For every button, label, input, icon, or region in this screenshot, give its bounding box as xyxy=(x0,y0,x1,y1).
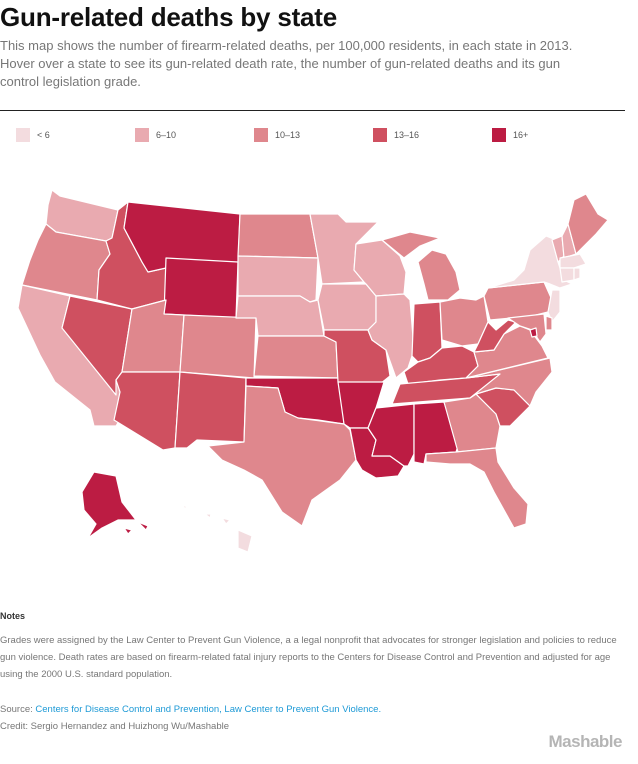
state-NM[interactable] xyxy=(174,371,247,449)
legend-item-16plus: 16+ xyxy=(492,128,528,142)
state-SD[interactable] xyxy=(237,255,319,303)
state-MI[interactable] xyxy=(381,231,461,301)
legend-label-13-16: 13–16 xyxy=(394,130,420,140)
us-map xyxy=(17,189,609,553)
credit-line: Credit: Sergio Hernandez and Huizhong Wu… xyxy=(0,721,230,732)
state-IL[interactable] xyxy=(367,293,415,379)
legend-swatch-10-13 xyxy=(254,128,268,142)
legend-swatch-13-16 xyxy=(373,128,387,142)
state-ME[interactable] xyxy=(567,193,609,255)
chart-title: Gun-related deaths by state xyxy=(0,2,338,32)
legend-item-6-10: 6–10 xyxy=(135,128,176,142)
state-DC[interactable] xyxy=(529,327,538,338)
state-WY[interactable] xyxy=(163,257,239,319)
legend-item-13-16: 13–16 xyxy=(373,128,419,142)
state-ND[interactable] xyxy=(237,213,319,259)
legend: < 6 6–10 10–13 13–16 16+ xyxy=(16,128,616,142)
state-TX[interactable] xyxy=(207,385,357,527)
source-label: Source: xyxy=(0,704,33,715)
legend-item-10-13: 10–13 xyxy=(254,128,300,142)
notes-text: Grades were assigned by the Law Center t… xyxy=(0,635,617,680)
legend-label-lt6: < 6 xyxy=(37,130,50,140)
state-DE[interactable] xyxy=(545,315,553,331)
state-KS[interactable] xyxy=(253,335,339,379)
header-divider xyxy=(0,110,625,111)
state-IA[interactable] xyxy=(317,283,377,331)
state-AK[interactable] xyxy=(81,471,149,539)
legend-swatch-lt6 xyxy=(16,128,30,142)
legend-swatch-16plus xyxy=(492,128,506,142)
state-CT[interactable] xyxy=(559,267,575,283)
legend-item-lt6: < 6 xyxy=(16,128,50,142)
mashable-logo: Mashable xyxy=(548,732,623,751)
state-CO[interactable] xyxy=(179,314,257,379)
state-MA[interactable] xyxy=(559,253,587,269)
state-shapes xyxy=(17,189,609,553)
state-FL[interactable] xyxy=(425,447,529,529)
legend-label-10-13: 10–13 xyxy=(275,130,301,140)
state-AZ[interactable] xyxy=(113,371,181,451)
state-RI[interactable] xyxy=(573,267,581,281)
state-NC[interactable] xyxy=(465,357,553,407)
source-line: Source: Centers for Disease Control and … xyxy=(0,704,381,715)
state-NJ[interactable] xyxy=(547,289,561,323)
legend-label-16plus: 16+ xyxy=(513,130,529,140)
notes-heading: Notes xyxy=(0,611,26,621)
legend-label-6-10: 6–10 xyxy=(156,130,177,140)
legend-swatch-6-10 xyxy=(135,128,149,142)
state-HI[interactable] xyxy=(181,505,253,553)
chart-subtitle: This map shows the number of firearm-rel… xyxy=(0,38,573,89)
source-links[interactable]: Centers for Disease Control and Preventi… xyxy=(35,704,382,715)
